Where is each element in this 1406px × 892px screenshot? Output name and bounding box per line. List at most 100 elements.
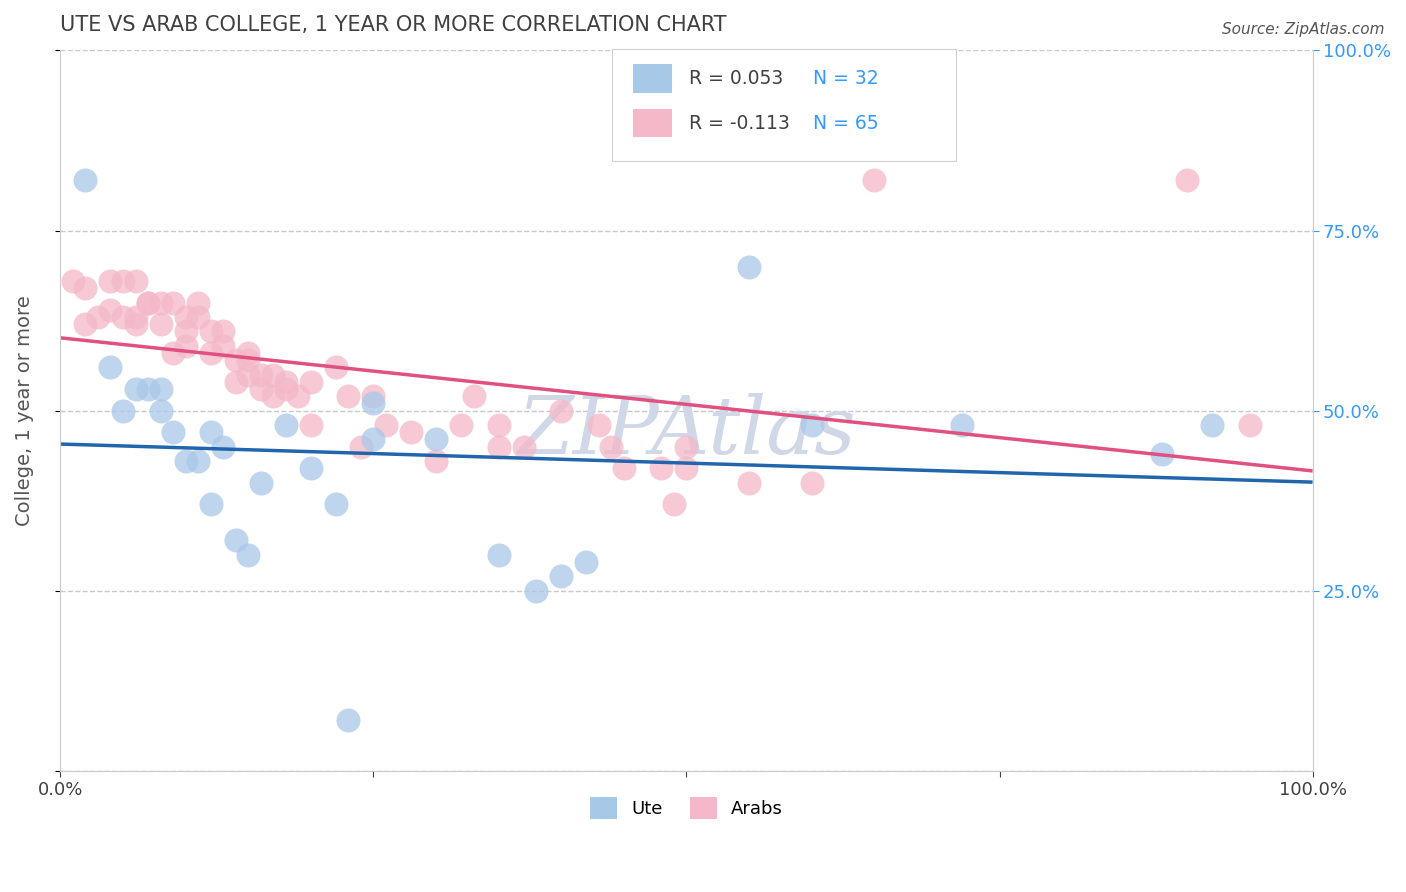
- Text: R = 0.053: R = 0.053: [689, 69, 783, 88]
- Point: [337, 389, 360, 403]
- Point: [600, 440, 623, 454]
- Point: [149, 295, 172, 310]
- Point: [274, 375, 297, 389]
- Point: [675, 461, 697, 475]
- Point: [249, 475, 271, 490]
- Point: [613, 461, 636, 475]
- Point: [1239, 417, 1261, 432]
- Text: N = 32: N = 32: [813, 69, 879, 88]
- Point: [136, 295, 159, 310]
- Point: [425, 433, 447, 447]
- Point: [111, 274, 134, 288]
- Point: [363, 389, 385, 403]
- Point: [738, 475, 761, 490]
- Point: [662, 497, 685, 511]
- Point: [950, 417, 973, 432]
- Point: [174, 339, 197, 353]
- Point: [425, 454, 447, 468]
- Point: [149, 382, 172, 396]
- Point: [1152, 447, 1174, 461]
- Point: [375, 417, 398, 432]
- Point: [488, 417, 510, 432]
- Point: [75, 317, 97, 331]
- Y-axis label: College, 1 year or more: College, 1 year or more: [15, 295, 34, 526]
- Point: [149, 403, 172, 417]
- Point: [299, 461, 322, 475]
- Point: [100, 302, 122, 317]
- Point: [75, 281, 97, 295]
- Point: [1201, 417, 1223, 432]
- Point: [463, 389, 485, 403]
- Point: [225, 533, 247, 548]
- Point: [100, 274, 122, 288]
- Point: [262, 368, 284, 382]
- Point: [287, 389, 309, 403]
- Point: [350, 440, 373, 454]
- Point: [488, 440, 510, 454]
- Point: [200, 324, 222, 338]
- Point: [174, 310, 197, 324]
- Point: [363, 396, 385, 410]
- Point: [249, 368, 271, 382]
- Text: ZIPAtlas: ZIPAtlas: [517, 393, 856, 471]
- Text: Source: ZipAtlas.com: Source: ZipAtlas.com: [1222, 22, 1385, 37]
- Point: [225, 353, 247, 368]
- Point: [136, 382, 159, 396]
- Point: [174, 454, 197, 468]
- Point: [174, 324, 197, 338]
- Point: [238, 368, 260, 382]
- Point: [299, 417, 322, 432]
- Point: [100, 360, 122, 375]
- Point: [363, 433, 385, 447]
- Point: [450, 417, 472, 432]
- Point: [738, 260, 761, 274]
- Point: [274, 417, 297, 432]
- Point: [238, 548, 260, 562]
- Point: [200, 425, 222, 440]
- Point: [299, 375, 322, 389]
- Point: [249, 382, 271, 396]
- Point: [111, 310, 134, 324]
- Text: R = -0.113: R = -0.113: [689, 113, 790, 133]
- Point: [212, 324, 235, 338]
- Point: [262, 389, 284, 403]
- Point: [187, 454, 209, 468]
- Point: [124, 274, 146, 288]
- Legend: Ute, Arabs: Ute, Arabs: [582, 790, 790, 827]
- Point: [225, 375, 247, 389]
- Point: [488, 548, 510, 562]
- Point: [111, 403, 134, 417]
- Point: [87, 310, 110, 324]
- Point: [800, 475, 823, 490]
- Point: [524, 583, 547, 598]
- Point: [136, 295, 159, 310]
- Point: [149, 317, 172, 331]
- Point: [162, 295, 184, 310]
- Point: [75, 173, 97, 187]
- Point: [588, 417, 610, 432]
- Point: [212, 440, 235, 454]
- Point: [200, 497, 222, 511]
- Point: [187, 310, 209, 324]
- Point: [650, 461, 672, 475]
- Point: [124, 310, 146, 324]
- Point: [124, 317, 146, 331]
- Point: [212, 339, 235, 353]
- Point: [238, 346, 260, 360]
- Point: [1175, 173, 1198, 187]
- Point: [162, 425, 184, 440]
- Text: N = 65: N = 65: [813, 113, 879, 133]
- Text: UTE VS ARAB COLLEGE, 1 YEAR OR MORE CORRELATION CHART: UTE VS ARAB COLLEGE, 1 YEAR OR MORE CORR…: [60, 15, 727, 35]
- Point: [325, 360, 347, 375]
- Point: [124, 382, 146, 396]
- Point: [337, 713, 360, 727]
- Point: [550, 403, 572, 417]
- Point: [675, 440, 697, 454]
- Point: [399, 425, 422, 440]
- Point: [325, 497, 347, 511]
- Point: [200, 346, 222, 360]
- Point: [238, 353, 260, 368]
- Point: [62, 274, 84, 288]
- Point: [863, 173, 886, 187]
- Point: [512, 440, 534, 454]
